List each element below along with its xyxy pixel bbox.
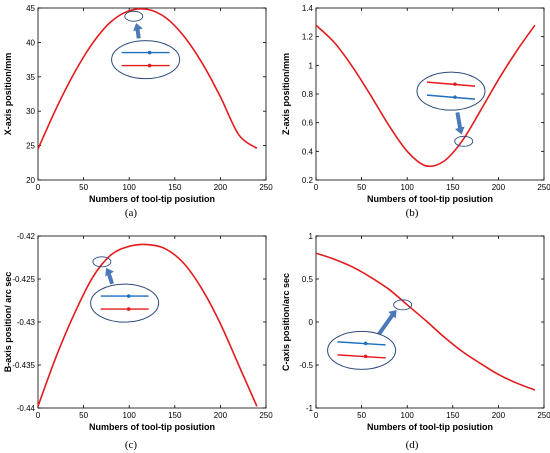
- x-axis-label: Numbers of tool-tip posiution: [89, 422, 215, 432]
- plot-frame: [37, 235, 267, 409]
- inset-marker-1: [147, 50, 152, 55]
- y-tick-label: 0.4: [302, 147, 314, 156]
- y-tick-label: -0.42: [17, 232, 36, 241]
- zoom-inset-ellipse: [416, 71, 486, 111]
- x-axis-label: Numbers of tool-tip posiution: [367, 194, 493, 204]
- chart-panel-c: 0 50 100 150 200 250 -0.44 -0.435 -0.43 -0.425 -0.…: [3, 232, 273, 451]
- x-tick-label: 250: [537, 183, 550, 192]
- y-tick-label: -0.425: [12, 275, 35, 284]
- x-axis-label: Numbers of tool-tip posiution: [367, 422, 493, 432]
- y-axis-label: B-axis position/ arc sec: [3, 272, 13, 373]
- chart-panel-d: 0 50 100 150 200 250 -1 -0.5 0 0.5 1 Numbers of too…: [281, 232, 550, 451]
- zoom-arrow-head: [105, 267, 114, 277]
- y-tick-label: 1: [309, 61, 314, 70]
- zoom-inset-ellipse: [327, 330, 397, 370]
- y-tick-label: -0.5: [299, 361, 313, 370]
- x-tick-label: 0: [314, 411, 319, 420]
- y-tick-label: 0: [309, 318, 314, 327]
- y-tick-label: 1.2: [302, 33, 314, 42]
- x-tick-label: 50: [357, 183, 366, 192]
- y-tick-label: 0.8: [302, 90, 314, 99]
- zoom-arrow-head: [388, 310, 397, 319]
- x-tick-label: 100: [123, 411, 137, 420]
- x-tick-label: 250: [259, 411, 273, 420]
- inset-line-1: [337, 341, 386, 346]
- x-tick-label: 0: [36, 183, 41, 192]
- y-tick-label: 40: [26, 38, 35, 47]
- x-tick-label: 50: [357, 411, 366, 420]
- highlight-ellipse: [124, 10, 144, 22]
- inset-marker-2: [453, 95, 457, 99]
- y-tick-label: -0.435: [12, 361, 35, 370]
- x-tick-label: 150: [168, 411, 182, 420]
- zoom-inset-ellipse: [90, 283, 160, 323]
- x-tick-label: 100: [401, 411, 415, 420]
- y-tick-label: 20: [26, 176, 35, 185]
- inset-marker-2: [126, 307, 131, 311]
- y-tick-label: 25: [26, 142, 35, 151]
- zoom-inset-ellipse: [111, 40, 181, 80]
- panel-label: (c): [125, 439, 138, 451]
- inset-line-2: [426, 94, 476, 100]
- x-tick-label: 250: [259, 183, 273, 192]
- x-tick-label: 100: [401, 183, 415, 192]
- x-tick-label: 150: [446, 183, 460, 192]
- panel-label: (d): [406, 439, 419, 451]
- y-tick-label: 0.5: [302, 275, 314, 284]
- y-axis-label: Z-axis position/mm: [281, 53, 291, 135]
- x-tick-label: 250: [537, 411, 550, 420]
- series-line: [37, 7, 258, 150]
- y-tick-label: -0.43: [17, 318, 36, 327]
- series-line: [315, 24, 536, 168]
- x-tick-label: 150: [446, 411, 460, 420]
- y-tick-label: 30: [26, 107, 35, 116]
- x-tick-label: 0: [314, 183, 319, 192]
- x-tick-label: 50: [79, 183, 88, 192]
- inset-line-1: [426, 81, 476, 87]
- chart-panel-a: 0 50 100 150 200 250 20 25 30 35 40 45 Numbers of to…: [3, 4, 273, 219]
- plot-frame: [37, 7, 267, 181]
- inset-line-2: [337, 354, 386, 359]
- inset-marker-2: [147, 63, 152, 68]
- inset-marker-2: [363, 354, 368, 359]
- highlight-ellipse: [454, 135, 474, 147]
- y-tick-label: 0.6: [302, 119, 314, 128]
- series-line: [37, 243, 258, 407]
- inset-marker-1: [126, 294, 131, 298]
- chart-panel-b: 0 50 100 150 200 250 0.2 0.4 0.6 0.8 1 1.2 1.4 Number…: [281, 4, 550, 219]
- y-tick-label: 45: [26, 4, 35, 13]
- x-tick-label: 200: [492, 411, 506, 420]
- y-tick-label: -0.44: [17, 404, 36, 413]
- y-tick-label: 1.4: [302, 4, 314, 13]
- panel-label: (b): [406, 207, 419, 219]
- x-tick-label: 200: [214, 183, 228, 192]
- y-axis-label: C-axis position/arc sec: [281, 273, 291, 371]
- x-tick-label: 150: [168, 183, 182, 192]
- x-tick-label: 50: [79, 411, 88, 420]
- zoom-arrow-shaft: [455, 112, 463, 131]
- panel-label: (a): [125, 207, 138, 219]
- y-axis-label: X-axis position/mm: [3, 53, 13, 136]
- y-tick-label: 35: [26, 73, 35, 82]
- highlight-ellipse: [92, 256, 112, 268]
- x-tick-label: 200: [214, 411, 228, 420]
- inset-marker-1: [363, 341, 368, 346]
- x-axis-label: Numbers of tool-tip posiution: [89, 194, 215, 204]
- plot-frame: [315, 235, 545, 409]
- x-tick-label: 200: [492, 183, 506, 192]
- y-tick-label: 0.2: [302, 176, 314, 185]
- y-tick-label: -1: [306, 404, 314, 413]
- highlight-ellipse: [393, 299, 413, 311]
- zoom-arrow-head: [133, 23, 143, 32]
- x-tick-label: 100: [123, 183, 137, 192]
- y-tick-label: 1: [309, 232, 314, 241]
- x-tick-label: 0: [36, 411, 41, 420]
- zoom-arrow-shaft: [377, 311, 396, 336]
- zoom-arrow-head: [454, 126, 465, 135]
- series-line: [315, 252, 536, 391]
- inset-marker-1: [453, 82, 457, 86]
